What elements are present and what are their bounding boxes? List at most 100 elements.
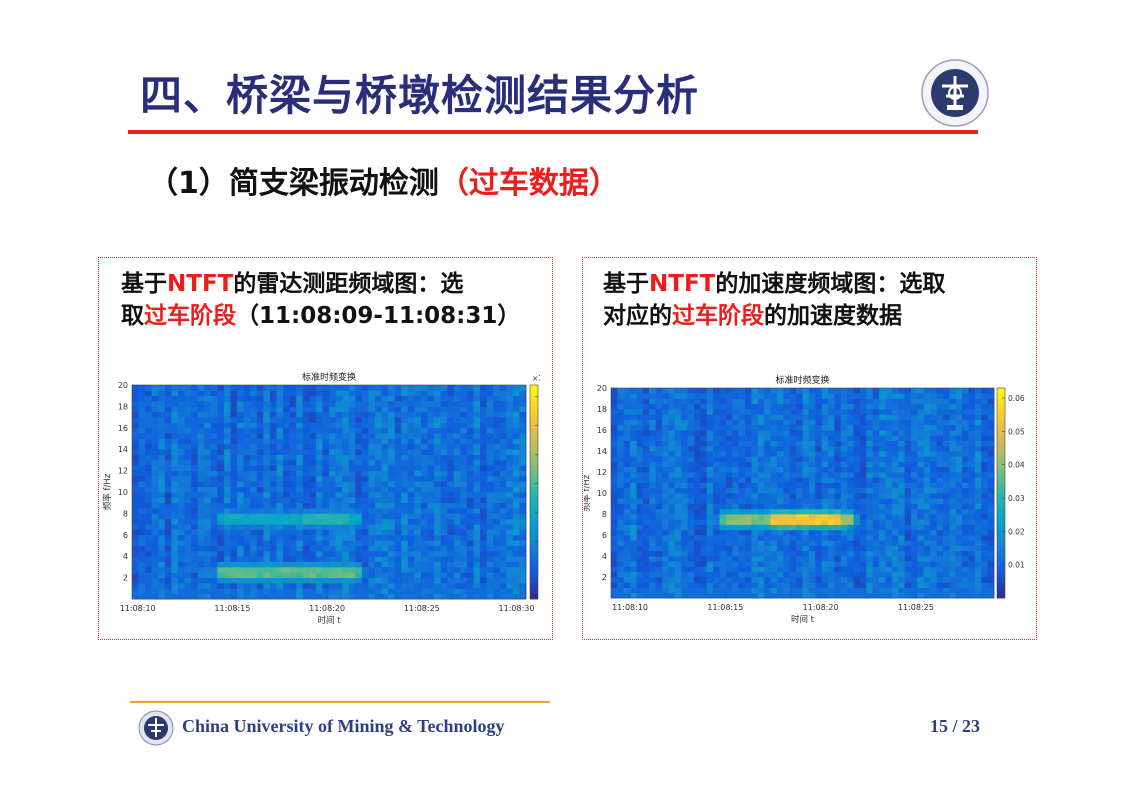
heatmap-cell: [486, 529, 494, 536]
heatmap-cell: [427, 566, 435, 573]
heatmap-cell: [872, 524, 880, 531]
heatmap-cell: [486, 433, 494, 439]
heatmap-cell: [611, 577, 618, 583]
heatmap-cell: [151, 417, 159, 423]
heatmap-cell: [655, 472, 663, 478]
heatmap-cell: [770, 440, 778, 447]
heatmap-cell: [250, 475, 258, 482]
heatmap-cell: [783, 419, 791, 426]
heatmap-cell: [466, 459, 474, 466]
heatmap-cell: [866, 430, 874, 436]
heatmap-cell: [681, 451, 688, 457]
heatmap-cell: [738, 587, 746, 594]
heatmap-cell: [879, 461, 886, 468]
heatmap-cell: [725, 435, 733, 441]
heatmap-cell: [738, 393, 746, 399]
heatmap-cell: [269, 534, 277, 541]
heatmap-cell: [210, 390, 218, 397]
heatmap-cell: [263, 582, 271, 589]
heatmap-cell: [981, 487, 989, 494]
heatmap-cell: [145, 427, 153, 434]
heatmap-cell: [700, 424, 708, 431]
heatmap-cell: [662, 493, 669, 499]
heatmap-cell: [764, 503, 771, 510]
heatmap-cell: [256, 433, 264, 439]
heatmap-cell: [783, 472, 791, 478]
heatmap-cell: [936, 424, 944, 431]
heatmap-cell: [420, 417, 428, 423]
heatmap-cell: [649, 435, 657, 441]
heatmap-cell: [506, 475, 514, 482]
heatmap-cell: [342, 390, 350, 397]
heatmap-cell: [834, 566, 842, 573]
right-figure-panel: [582, 257, 1037, 640]
heatmap-cell: [853, 519, 861, 525]
heatmap-cell: [859, 398, 867, 405]
heatmap-cell: [256, 492, 264, 498]
heatmap-cell: [923, 529, 931, 536]
heatmap-cell: [335, 438, 343, 445]
heatmap-cell: [955, 587, 963, 594]
heatmap-cell: [738, 577, 746, 583]
heatmap-cell: [480, 417, 487, 423]
heatmap-cell: [289, 582, 297, 589]
caption-text: （11:08:09-11:08:31）: [236, 303, 521, 329]
heatmap-cell: [917, 451, 925, 457]
heatmap-cell: [828, 419, 835, 426]
heatmap-cell: [770, 403, 778, 410]
heatmap-cell: [642, 535, 650, 541]
heatmap-cell: [368, 518, 376, 525]
heatmap-cell: [687, 451, 695, 457]
heatmap-cell: [962, 498, 969, 504]
heatmap-cell: [770, 393, 778, 399]
heatmap-cell: [930, 535, 937, 541]
heatmap-cell: [276, 417, 284, 423]
heatmap-cell: [348, 433, 356, 439]
colorbar-segment: [997, 571, 1005, 578]
heatmap-cell: [840, 587, 848, 594]
heatmap-cell: [302, 534, 310, 541]
heatmap-cell: [315, 524, 323, 530]
heatmap-cell: [859, 451, 867, 457]
heatmap-cell: [276, 534, 284, 541]
heatmap-cell: [866, 461, 874, 468]
heatmap-cell: [808, 398, 816, 405]
heatmap-cell: [138, 497, 146, 504]
heatmap-cell: [808, 482, 816, 489]
heatmap-cell: [230, 561, 238, 568]
heatmap-cell: [361, 518, 369, 525]
heatmap-cell: [296, 593, 304, 600]
heatmap-cell: [789, 556, 797, 562]
heatmap-cell: [440, 545, 448, 552]
heatmap-cell: [388, 422, 396, 429]
heatmap-cell: [302, 470, 310, 477]
heatmap-cell: [789, 571, 797, 578]
heatmap-cell: [276, 433, 284, 439]
heatmap-cell: [706, 524, 714, 531]
heatmap-cell: [636, 493, 644, 499]
heatmap-cell: [342, 545, 350, 552]
heatmap-cell: [138, 390, 146, 397]
heatmap-cell: [776, 424, 784, 431]
heatmap-cell: [706, 472, 714, 478]
heatmap-cell: [289, 486, 297, 493]
heatmap-cell: [796, 556, 803, 562]
heatmap-cell: [361, 411, 369, 418]
heatmap-cell: [283, 550, 290, 557]
heatmap-cell: [388, 502, 396, 509]
heatmap-cell: [764, 398, 771, 405]
heatmap-cell: [420, 497, 428, 504]
heatmap-cell: [872, 393, 880, 399]
heatmap-cell: [891, 592, 899, 599]
heatmap-cell: [617, 519, 625, 525]
heatmap-cell: [420, 411, 428, 418]
heatmap-cell: [420, 540, 428, 546]
heatmap-cell: [745, 414, 752, 420]
heatmap-cell: [974, 535, 982, 541]
heatmap-cell: [427, 459, 435, 466]
heatmap-cell: [506, 561, 514, 568]
heatmap-cell: [955, 561, 963, 567]
heatmap-cell: [322, 513, 330, 520]
heatmap-cell: [480, 438, 487, 445]
heatmap-cell: [355, 582, 363, 589]
